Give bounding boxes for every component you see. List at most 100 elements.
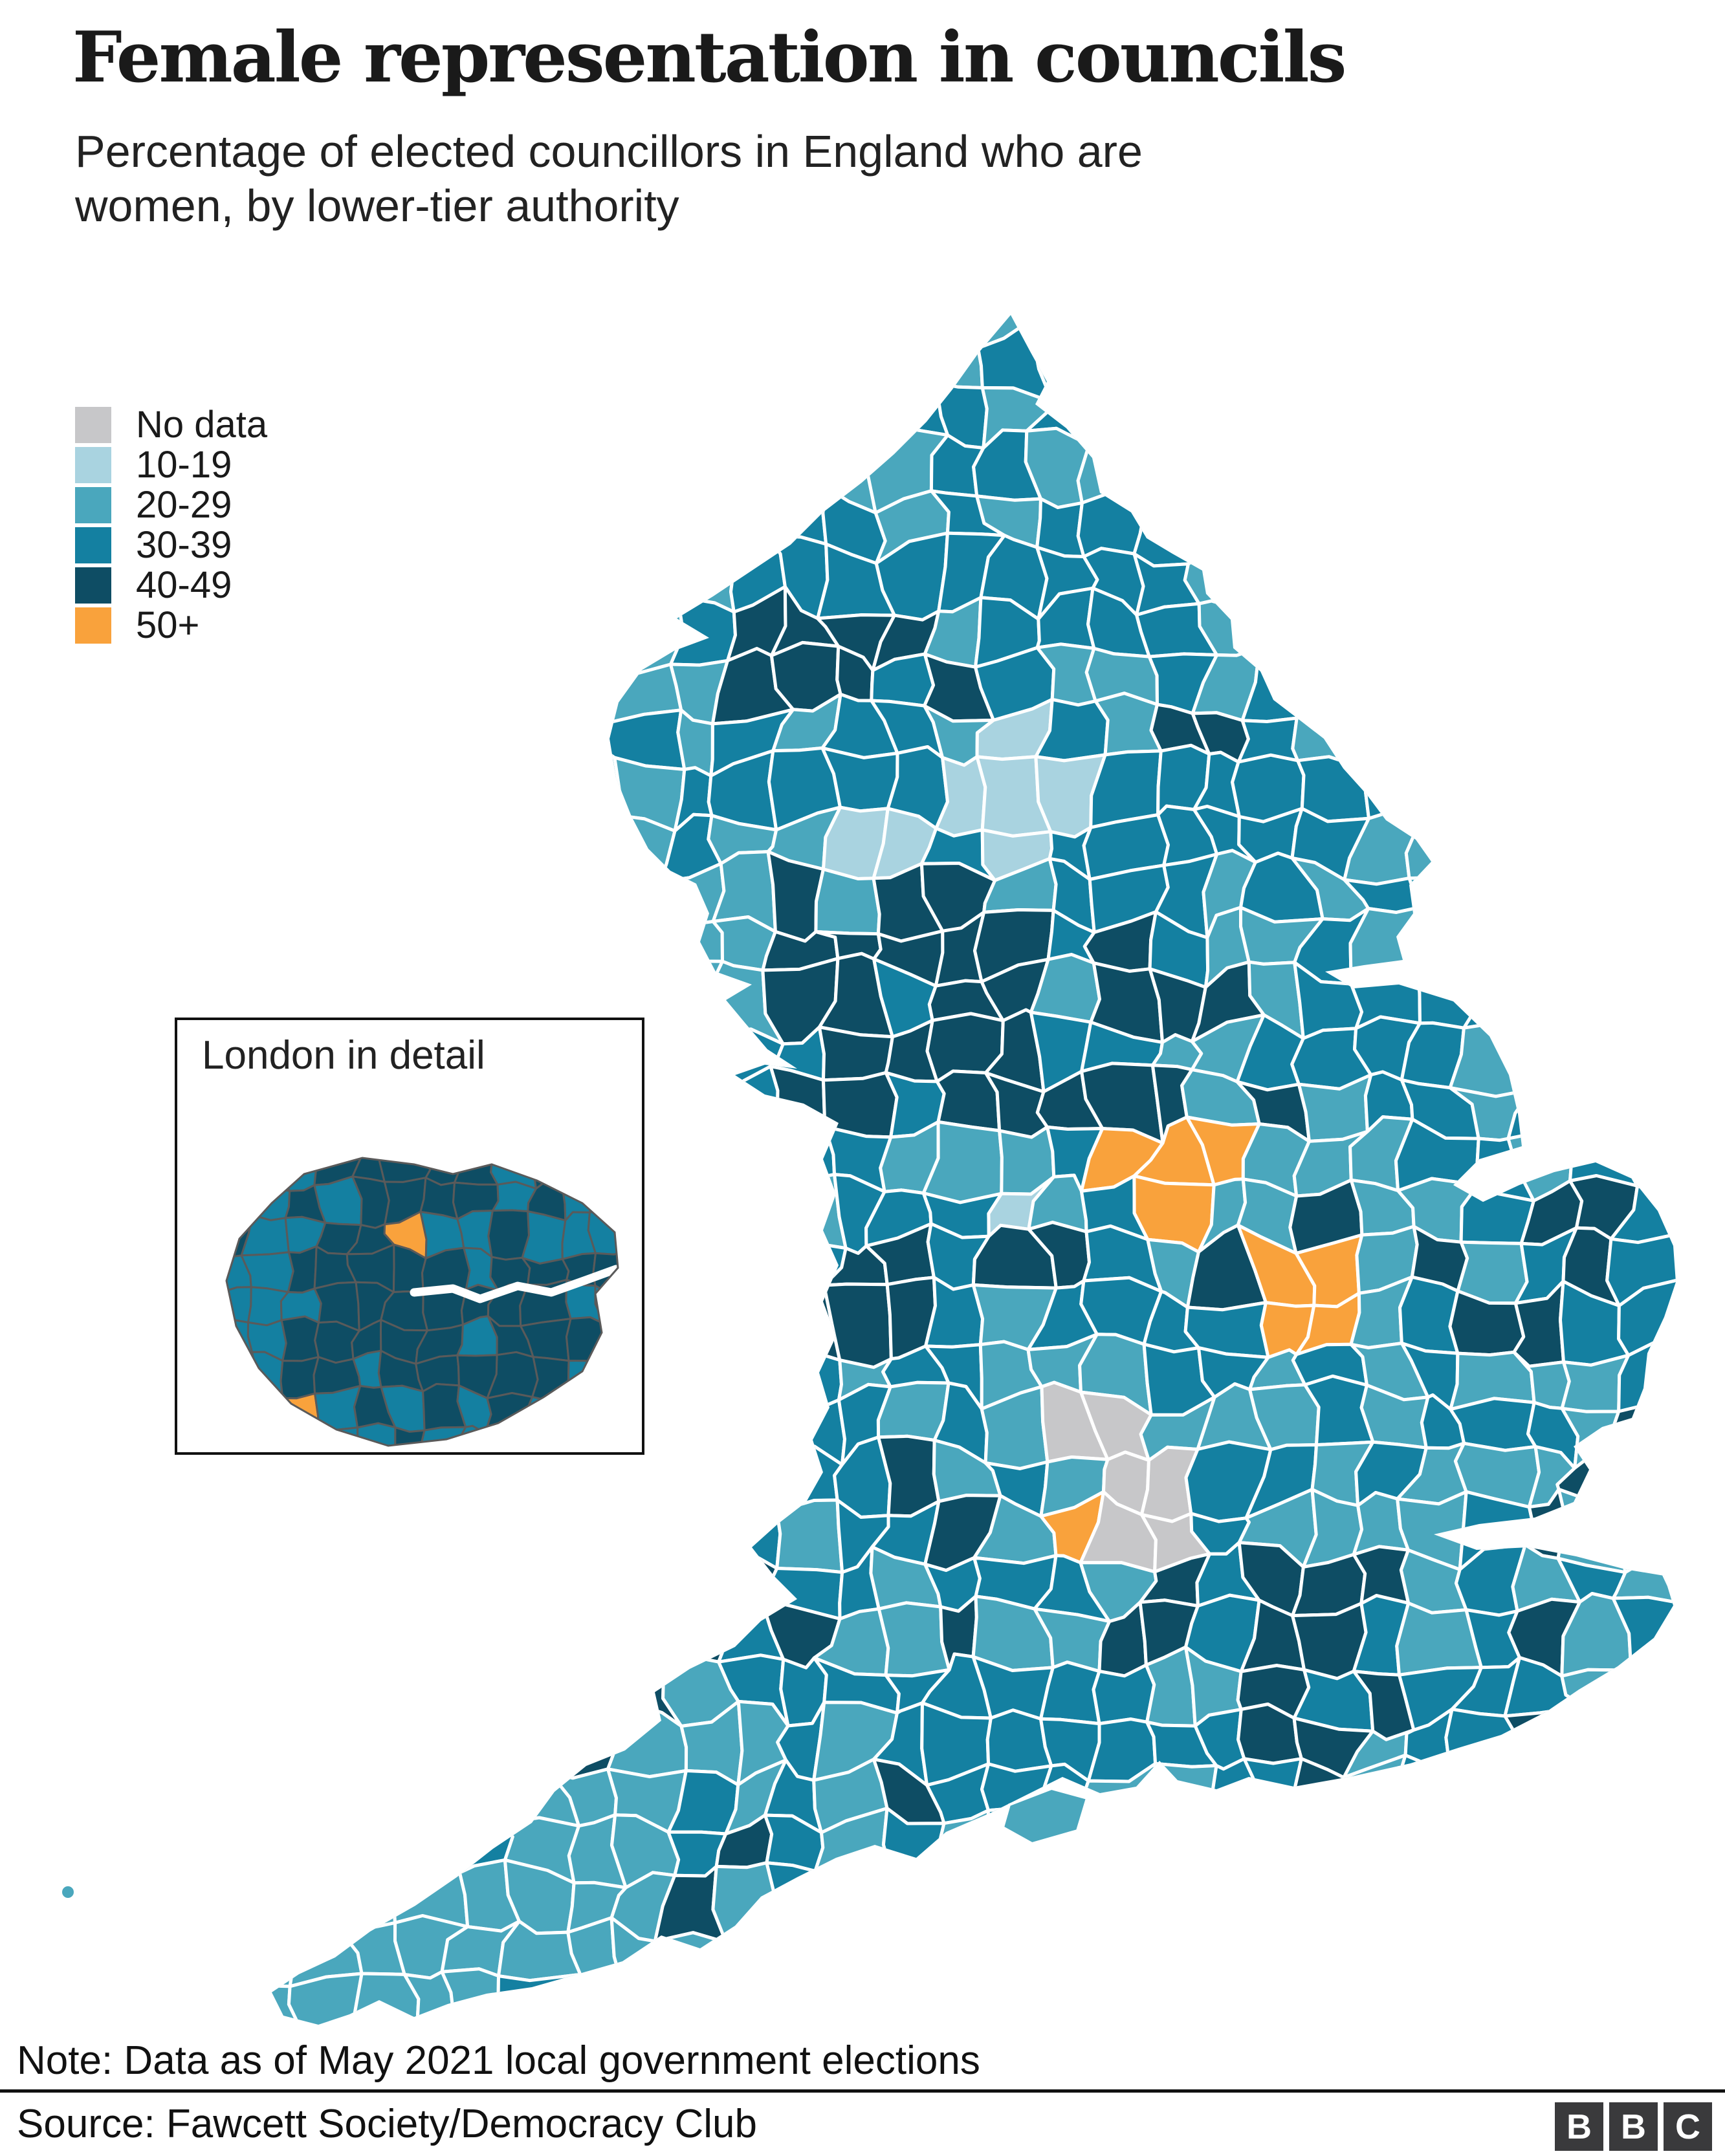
authority-cell [1132, 492, 1214, 568]
authority-cell [838, 391, 879, 435]
authority-cell [1453, 655, 1532, 726]
authority-cell [1570, 765, 1640, 822]
authority-cell [448, 534, 523, 619]
authority-cell [1235, 428, 1317, 517]
authority-cell [658, 1971, 727, 2025]
authority-cell [272, 640, 321, 704]
authority-cell [465, 956, 530, 1027]
authority-cell [1505, 578, 1582, 674]
authority-cell [1295, 2020, 1374, 2025]
london-inset-frame [175, 1018, 644, 1455]
bbc-logo-letter: C [1675, 2107, 1700, 2146]
authority-cell [1660, 1715, 1676, 1769]
authority-cell [767, 1918, 844, 1996]
authority-cell [1359, 694, 1409, 773]
authority-cell [1347, 1857, 1418, 1932]
bbc-logo-square: C [1664, 2102, 1712, 2151]
authority-cell [272, 691, 319, 780]
authority-cell [661, 1228, 725, 1297]
authority-cell [1453, 587, 1532, 662]
authority-cell [1612, 1822, 1676, 1886]
isles-of-scilly-region [62, 1886, 74, 1898]
authority-cell [888, 1914, 934, 1990]
authority-cell [1581, 1827, 1642, 1890]
authority-cell [393, 431, 466, 488]
authority-cell [272, 1617, 314, 1682]
authority-cell [514, 796, 564, 876]
authority-cell [920, 1930, 982, 1974]
authority-cell [294, 1650, 369, 1730]
authority-cell [272, 1984, 305, 2025]
authority-cell [445, 753, 518, 824]
authority-cell [782, 1398, 846, 1466]
authority-cell [305, 428, 357, 508]
authority-cell [1671, 1027, 1676, 1088]
authority-cell [769, 1065, 827, 1140]
authority-cell [877, 1601, 951, 1678]
authority-cell [445, 796, 528, 876]
authority-cell [1575, 691, 1643, 774]
authority-cell [1667, 691, 1676, 780]
authority-cell [1313, 510, 1359, 563]
authority-cell [1458, 746, 1530, 818]
authority-cell [556, 315, 620, 354]
authority-cell [1621, 649, 1676, 696]
authority-cell [866, 315, 938, 344]
authority-cell [272, 345, 299, 406]
authority-cell [655, 959, 724, 1036]
authority-cell [666, 1029, 732, 1093]
authority-cell [670, 1384, 742, 1468]
authority-cell [659, 315, 739, 346]
authority-cell [511, 1656, 577, 1715]
authority-cell [1609, 872, 1676, 917]
authority-cell [272, 315, 299, 351]
authority-cell [290, 602, 367, 664]
authority-cell [1293, 428, 1356, 520]
authority-cell [1570, 1972, 1641, 2025]
authority-cell [356, 750, 410, 827]
authority-cell [440, 1967, 502, 2025]
authority-cell [1076, 442, 1157, 505]
authority-cell [392, 691, 470, 761]
authority-cell [452, 1773, 513, 1825]
authority-cell [1621, 762, 1676, 830]
authority-cell [764, 327, 842, 408]
authority-cell [617, 426, 681, 511]
authority-cell [1145, 385, 1198, 450]
authority-cell [390, 380, 466, 444]
footer-divider [0, 2089, 1725, 2093]
footer-note: Note: Data as of May 2021 local governme… [17, 2038, 980, 2083]
authority-cell [653, 1931, 728, 1982]
authority-cell [509, 394, 566, 448]
authority-cell [1456, 1917, 1516, 1999]
authority-cell [1198, 1883, 1258, 1945]
authority-cell [286, 539, 367, 608]
authority-cell [599, 814, 677, 887]
authority-cell [1187, 500, 1269, 566]
authority-cell [272, 1446, 316, 1521]
authority-cell [300, 1547, 358, 1631]
authority-cell [1625, 315, 1676, 352]
authority-cell [1449, 315, 1523, 357]
authority-cell [1405, 1918, 1485, 1991]
authority-cell [1073, 1805, 1156, 1898]
authority-cell [448, 850, 527, 937]
legend-swatch-50plus [75, 607, 111, 644]
authority-cell [725, 1554, 779, 1609]
authority-cell [1626, 691, 1676, 772]
authority-cell [343, 655, 421, 723]
authority-cell [493, 493, 571, 566]
authority-cell [507, 609, 577, 675]
authority-cell [341, 1616, 417, 1657]
authority-cell [1293, 391, 1372, 441]
authority-cell [1507, 658, 1592, 726]
authority-cell [1506, 494, 1578, 550]
authority-cell [347, 593, 411, 663]
authority-cell [389, 315, 467, 340]
authority-cell [1572, 907, 1617, 977]
authority-cell [495, 315, 567, 347]
authority-cell [1412, 437, 1462, 510]
authority-cell [714, 1498, 782, 1570]
authority-cell [1363, 755, 1422, 823]
